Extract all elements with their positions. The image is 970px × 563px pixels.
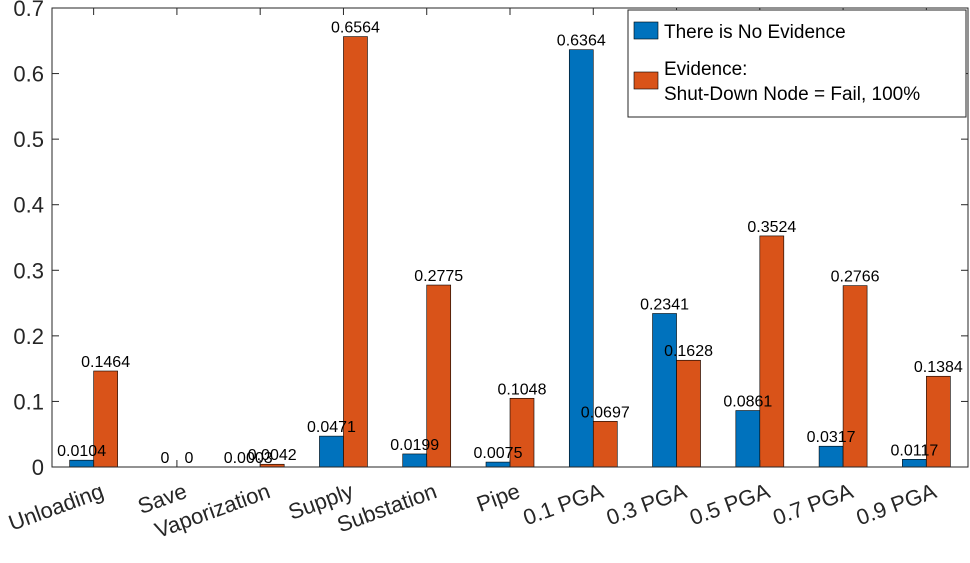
bar-series-1 bbox=[652, 313, 677, 468]
bar-series-2 bbox=[343, 36, 368, 468]
bar-series-1 bbox=[902, 459, 927, 468]
bar-series-1 bbox=[69, 459, 94, 468]
data-label-series-1: 0.0104 bbox=[57, 443, 106, 460]
legend-box bbox=[627, 9, 967, 118]
data-label-series-1: 0.0117 bbox=[890, 442, 938, 459]
y-tick-label: 0.7 bbox=[13, 0, 44, 21]
data-label-series-2: 0.1464 bbox=[81, 354, 130, 371]
legend-line: Shut-Down Node = Fail, 100% bbox=[664, 84, 920, 105]
bar-series-1 bbox=[319, 435, 344, 468]
bar-series-2 bbox=[592, 420, 618, 468]
bar-series-2 bbox=[926, 375, 951, 468]
data-label-series-2: 0.0042 bbox=[248, 447, 297, 464]
bar-series-1 bbox=[568, 49, 594, 468]
data-label-series-1: 0 bbox=[160, 450, 169, 467]
y-tick-label: 0.1 bbox=[13, 389, 44, 414]
data-label-series-1: 0.0075 bbox=[474, 445, 523, 462]
bar-series-2 bbox=[426, 284, 452, 468]
x-tick-label: 0.5 PGA bbox=[686, 478, 773, 530]
x-tick-label: 0.9 PGA bbox=[853, 478, 940, 530]
data-label-series-1: 0.0317 bbox=[807, 429, 856, 446]
bar-series-1 bbox=[485, 461, 511, 468]
y-tick-label: 0.2 bbox=[13, 324, 44, 349]
data-label-series-1: 0.2341 bbox=[640, 296, 689, 313]
bar-series-2 bbox=[759, 235, 785, 468]
legend-swatch-series-1 bbox=[633, 21, 659, 40]
x-tick-label: 0.3 PGA bbox=[603, 478, 690, 530]
y-axis-ticks: 0 0.1 0.2 0.3 0.4 0.5 0.6 0.7 bbox=[13, 0, 968, 480]
bar-series-2 bbox=[842, 285, 868, 468]
data-label-series-1: 0.0471 bbox=[307, 419, 356, 436]
data-label-series-2: 0.0697 bbox=[581, 404, 630, 421]
y-tick-label: 0.3 bbox=[13, 258, 44, 283]
y-tick-label: 0.5 bbox=[13, 127, 44, 152]
data-label-series-2: 0.1384 bbox=[914, 359, 963, 376]
bar-series-2 bbox=[93, 370, 118, 468]
data-label-series-2: 0.1048 bbox=[498, 381, 547, 398]
legend-label-series-2: Evidence: Shut-Down Node = Fail, 100% bbox=[664, 59, 920, 105]
y-tick-label: 0.6 bbox=[13, 62, 44, 87]
data-label-series-2: 0.1628 bbox=[664, 343, 713, 360]
legend: There is No Evidence Evidence: Shut-Down N… bbox=[627, 9, 967, 118]
legend-line: Evidence: bbox=[664, 59, 747, 80]
y-tick-label: 0.4 bbox=[13, 193, 44, 218]
data-label-series-2: 0.6564 bbox=[331, 20, 380, 37]
y-tick-label: 0 bbox=[32, 455, 44, 480]
x-tick-label: 0.1 PGA bbox=[520, 478, 607, 530]
bar-series-1 bbox=[402, 453, 428, 468]
bar-series-2 bbox=[509, 397, 535, 468]
bar-series-1 bbox=[735, 410, 761, 468]
x-tick-label: Pipe bbox=[473, 478, 523, 517]
bar-series-2 bbox=[676, 359, 701, 468]
plot-frame bbox=[51, 7, 969, 468]
data-label-series-2: 0.3524 bbox=[747, 219, 796, 236]
legend-swatch-series-2 bbox=[633, 71, 659, 90]
data-label-series-1: 0.0199 bbox=[390, 437, 439, 454]
data-label-series-2: 0 bbox=[184, 450, 193, 467]
data-label-series-1: 0.6364 bbox=[557, 33, 606, 50]
data-label-series-2: 0.2775 bbox=[414, 268, 463, 285]
bar-series-1 bbox=[818, 445, 844, 468]
x-tick-label: Unloading bbox=[5, 478, 107, 535]
x-tick-label: 0.7 PGA bbox=[770, 478, 857, 530]
data-label-series-2: 0.2766 bbox=[831, 269, 880, 286]
bars bbox=[69, 36, 951, 468]
legend-label-series-1: There is No Evidence bbox=[664, 22, 846, 43]
data-label-series-1: 0.0861 bbox=[723, 394, 772, 411]
